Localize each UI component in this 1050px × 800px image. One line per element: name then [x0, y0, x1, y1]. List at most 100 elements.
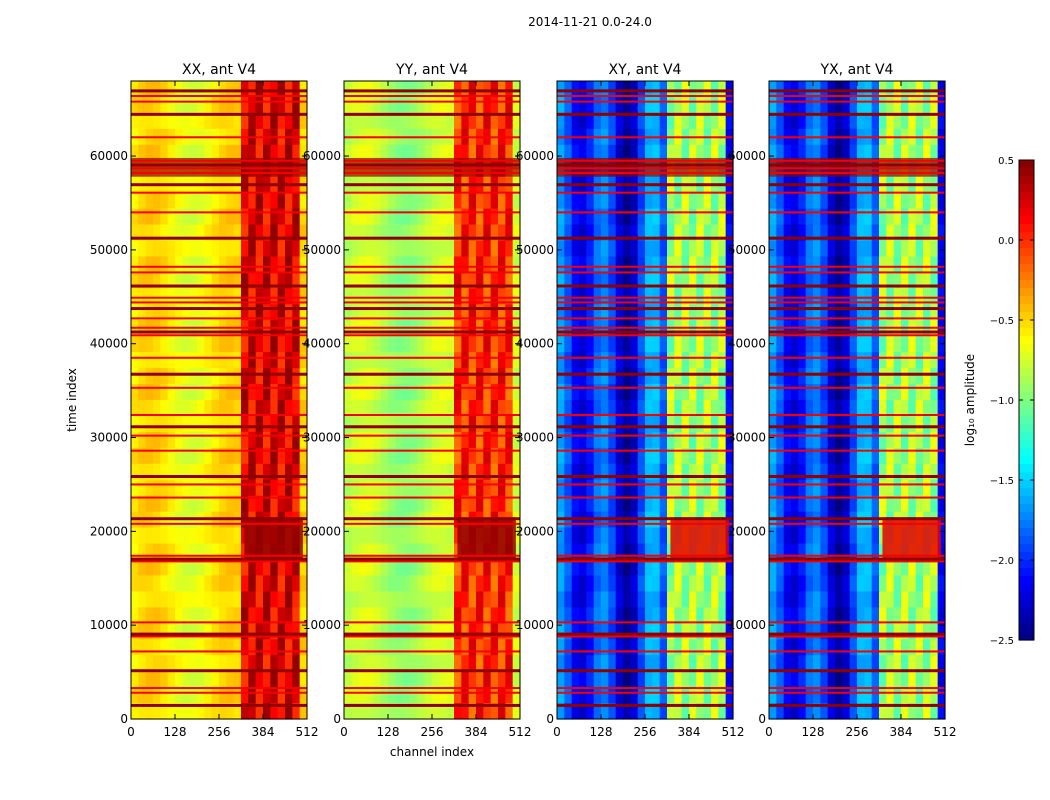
heatmap-cell [248, 415, 257, 433]
heatmap-cell [557, 431, 565, 449]
heatmap-cell [476, 400, 484, 417]
heatmap-cell [769, 288, 777, 305]
heatmap-cell [901, 400, 909, 417]
colorbar-segment [1019, 408, 1034, 417]
heatmap-cell [211, 224, 220, 242]
heatmap-cell [791, 655, 799, 672]
heatmap-cell [226, 208, 235, 226]
heatmap-cell [432, 655, 440, 672]
heatmap-cell [432, 256, 440, 273]
heatmap-cell [879, 687, 887, 704]
heatmap-cell [571, 81, 580, 98]
heatmap-cell [820, 575, 829, 592]
heatmap-cell [571, 431, 580, 449]
heatmap-cell [725, 240, 734, 258]
heatmap-cell [241, 495, 249, 513]
heatmap-cell [849, 479, 858, 497]
heatmap-cell [417, 112, 426, 130]
heatmap-cell [601, 479, 609, 497]
rfi-line [131, 522, 307, 525]
heatmap-cell [461, 591, 470, 608]
heatmap-cell [615, 208, 624, 226]
heatmap-cell [937, 81, 946, 98]
heatmap-cell [285, 607, 293, 624]
heatmap-cell [930, 415, 939, 433]
heatmap-cell [908, 687, 917, 704]
colorbar-segment [1019, 544, 1034, 553]
heatmap-cell [490, 240, 499, 258]
heatmap-cell [593, 352, 602, 369]
heatmap-cell [608, 463, 617, 481]
rfi-line [344, 522, 520, 525]
heatmap-cell [145, 208, 154, 226]
heatmap-cell [490, 208, 499, 226]
heatmap-cell [915, 495, 924, 513]
heatmap-cell [461, 304, 470, 321]
heatmap-cell [849, 336, 858, 353]
heatmap-cell [358, 384, 367, 401]
heatmap-cell [871, 352, 880, 369]
heatmap-cell [417, 655, 426, 672]
heatmap-cell [849, 495, 858, 513]
heatmap-cell [388, 607, 396, 624]
heatmap-cell [131, 288, 139, 305]
heatmap-cell [871, 591, 880, 608]
heatmap-cell [886, 224, 895, 242]
heatmap-cell [380, 447, 389, 465]
heatmap-cell [498, 240, 506, 258]
rfi-line [557, 560, 733, 563]
heatmap-cell [505, 240, 514, 258]
heatmap-cell [366, 447, 374, 465]
heatmap-cell [776, 671, 785, 688]
heatmap-cell [211, 703, 220, 720]
heatmap-cell [189, 655, 198, 672]
heatmap-cell [468, 703, 477, 720]
rfi-line [557, 425, 733, 429]
heatmap-cell [689, 368, 697, 385]
heatmap-cell [659, 368, 668, 385]
heatmap-cell [483, 671, 492, 688]
heatmap-cell [373, 368, 382, 385]
heatmap-cell [410, 543, 418, 561]
heatmap-cell [160, 671, 169, 688]
heatmap-cell [211, 208, 220, 226]
heatmap-cell [402, 304, 411, 321]
heatmap-cell [468, 384, 477, 401]
heatmap-cell [402, 96, 411, 114]
heatmap-cell [879, 304, 887, 321]
heatmap-cell [711, 272, 719, 289]
heatmap-cell [659, 687, 668, 704]
heatmap-cell [857, 96, 865, 114]
rfi-line [557, 517, 733, 521]
heatmap-cell [593, 336, 602, 353]
heatmap-cell [233, 336, 242, 353]
heatmap-cell [659, 575, 668, 592]
rfi-line [557, 191, 733, 194]
heatmap-cell [226, 96, 235, 114]
heatmap-cell [483, 447, 492, 465]
heatmap-cell [285, 192, 293, 210]
heatmap-cell [805, 208, 814, 226]
heatmap-cell [167, 495, 176, 513]
heatmap-cell [857, 607, 865, 624]
heatmap-cell [769, 639, 777, 656]
heatmap-cell [292, 368, 301, 385]
heatmap-cell [842, 415, 851, 433]
heatmap-cell [167, 431, 176, 449]
heatmap-cell [233, 447, 242, 465]
heatmap-cell [138, 192, 147, 210]
heatmap-cell [204, 495, 213, 513]
heatmap-cell [915, 639, 924, 656]
heatmap-cell [145, 336, 154, 353]
heatmap-cell [270, 288, 279, 305]
heatmap-cell [468, 431, 477, 449]
heatmap-cell [886, 575, 895, 592]
heatmap-cell [145, 352, 154, 369]
heatmap-cell [461, 639, 470, 656]
heatmap-image [344, 81, 521, 720]
heatmap-cell [263, 400, 271, 417]
heatmap-cell [930, 304, 939, 321]
heatmap-cell [667, 591, 675, 608]
rfi-line [557, 554, 733, 557]
heatmap-cell [776, 400, 785, 417]
